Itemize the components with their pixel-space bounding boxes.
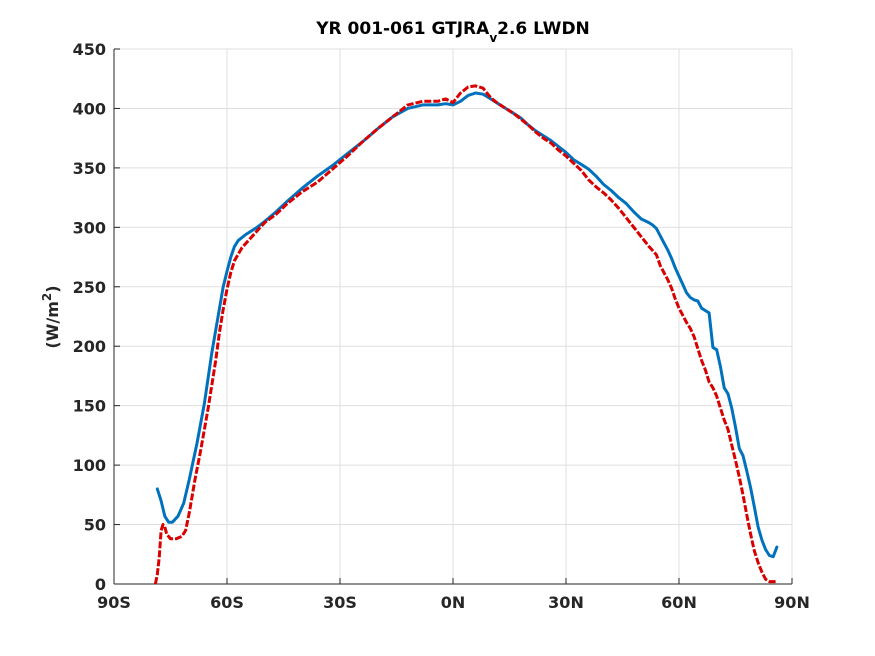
y-tick-label-6: 300 [73, 218, 106, 237]
y-tick-label-7: 350 [73, 159, 106, 178]
x-tick-label-1: 60S [210, 593, 244, 612]
chart-title-main: YR 001-061 GTJRA [315, 19, 490, 39]
y-tick-label-5: 250 [73, 278, 106, 297]
grid-layer [113, 48, 793, 585]
y-axis: 0 50 100 150 200 250 300 350 400 450 [73, 40, 120, 594]
y-tick-label-9: 450 [73, 40, 106, 59]
chart-title-suffix: 2.6 LWDN [497, 19, 590, 39]
series-line-0 [155, 91, 779, 559]
x-tick-label-3: 0N [441, 593, 466, 612]
y-axis-label-prefix: (W/m [43, 301, 62, 348]
y-axis-label: (W/m2) [40, 285, 62, 348]
y-tick-label-2: 100 [73, 456, 106, 475]
x-tick-label-0: 90S [97, 593, 131, 612]
x-tick-label-2: 30S [323, 593, 357, 612]
x-tick-label-6: 90N [774, 593, 810, 612]
y-tick-label-1: 50 [84, 516, 106, 535]
x-tick-label-4: 30N [548, 593, 584, 612]
y-tick-label-8: 400 [73, 99, 106, 118]
chart-title: YR 001-061 GTJRAv2.6 LWDN [315, 19, 590, 45]
y-tick-label-0: 0 [95, 575, 106, 594]
y-axis-label-suffix: ) [43, 285, 62, 292]
chart-title-subscript: v [489, 31, 497, 45]
x-tick-label-5: 60N [661, 593, 697, 612]
series-line-1 [153, 84, 777, 585]
x-axis: 90S 60S 30S 0N 30N 60N 90N [97, 578, 810, 612]
series-layer [153, 84, 779, 585]
y-axis-label-superscript: 2 [40, 293, 54, 301]
y-tick-label-4: 200 [73, 337, 106, 356]
y-tick-label-3: 150 [73, 397, 106, 416]
